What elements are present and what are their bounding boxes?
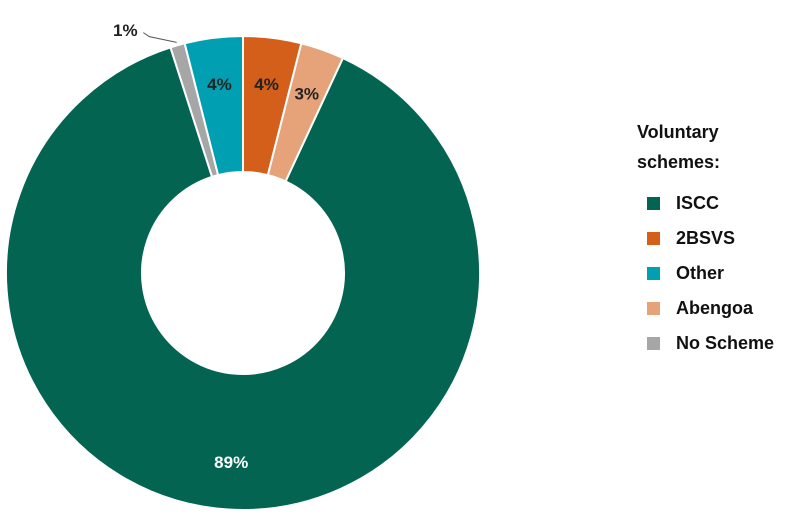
- leader-line-no-scheme: [143, 32, 177, 43]
- legend-swatch-2bsvs: [647, 232, 660, 245]
- legend-label-iscc: ISCC: [676, 193, 720, 213]
- data-label-no-scheme: 1%: [113, 21, 138, 40]
- data-label-abengoa: 3%: [294, 85, 319, 104]
- legend-swatch-other: [647, 267, 660, 280]
- legend-label-no-scheme: No Scheme: [676, 333, 775, 353]
- legend-item-other: Other: [637, 256, 787, 291]
- legend-label-abengoa: Abengoa: [676, 298, 754, 318]
- legend-label-2bsvs: 2BSVS: [676, 228, 736, 248]
- legend-item-abengoa: Abengoa: [637, 291, 787, 326]
- slice-other: [183, 34, 244, 177]
- slice-iscc: [5, 46, 481, 511]
- data-label-other: 4%: [207, 75, 232, 94]
- chart-legend: Voluntary schemes: ISCC 2BSVS Other Aben…: [637, 117, 787, 361]
- legend-label-other: Other: [676, 263, 725, 283]
- legend-swatch-no-scheme: [647, 337, 660, 350]
- legend-item-iscc: ISCC: [637, 186, 787, 221]
- data-label-2bsvs: 4%: [254, 75, 279, 94]
- legend-swatch-iscc: [647, 197, 660, 210]
- legend-swatch-abengoa: [647, 302, 660, 315]
- data-label-iscc: 89%: [214, 453, 248, 472]
- legend-item-no-scheme: No Scheme: [637, 326, 787, 361]
- legend-title: Voluntary schemes:: [637, 122, 721, 172]
- legend-item-2bsvs: 2BSVS: [637, 221, 787, 256]
